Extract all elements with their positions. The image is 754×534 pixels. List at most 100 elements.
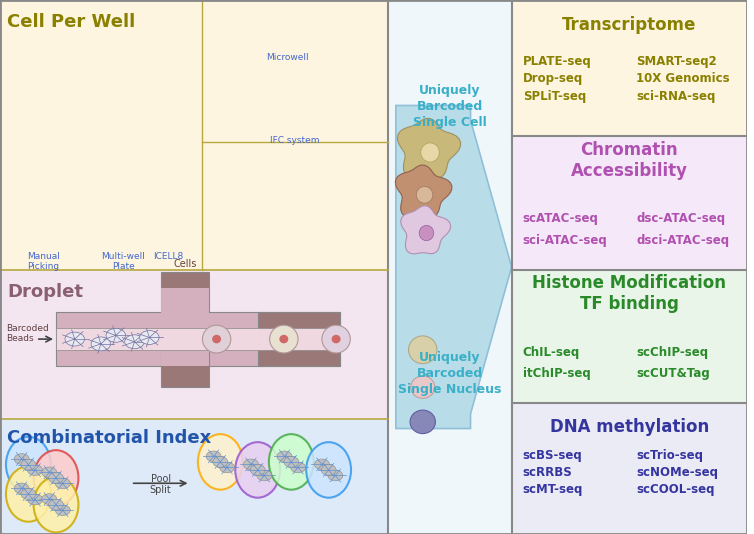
Text: scRRBS: scRRBS xyxy=(523,466,572,479)
Circle shape xyxy=(28,465,42,475)
Circle shape xyxy=(244,459,259,470)
Text: Uniquely
Barcoded
Single Nucleus: Uniquely Barcoded Single Nucleus xyxy=(398,351,501,396)
Bar xyxy=(56,312,340,366)
Bar xyxy=(258,312,340,366)
Text: Droplet: Droplet xyxy=(8,283,84,301)
Circle shape xyxy=(48,473,63,483)
Ellipse shape xyxy=(235,442,280,498)
Circle shape xyxy=(91,337,111,351)
Text: scBS-seq: scBS-seq xyxy=(523,449,583,462)
Bar xyxy=(161,339,209,366)
Text: scNOMe-seq: scNOMe-seq xyxy=(636,466,719,479)
Circle shape xyxy=(139,331,159,344)
Circle shape xyxy=(65,332,84,346)
Circle shape xyxy=(14,454,29,465)
Polygon shape xyxy=(395,165,452,217)
Circle shape xyxy=(28,494,42,505)
Circle shape xyxy=(250,465,265,475)
Circle shape xyxy=(41,494,57,505)
Polygon shape xyxy=(397,119,461,178)
Polygon shape xyxy=(400,206,451,254)
Bar xyxy=(512,0,747,136)
Text: Multi-well
Plate: Multi-well Plate xyxy=(101,252,146,271)
Bar xyxy=(0,419,388,534)
Text: SPLiT-seq: SPLiT-seq xyxy=(523,90,586,103)
Ellipse shape xyxy=(34,477,78,532)
Text: Pool
Split: Pool Split xyxy=(150,474,171,495)
Circle shape xyxy=(206,451,221,462)
Ellipse shape xyxy=(410,410,436,434)
Circle shape xyxy=(55,505,70,515)
Text: Barcoded
Beads: Barcoded Beads xyxy=(6,324,49,343)
Text: Transcriptome: Transcriptome xyxy=(562,15,697,34)
Circle shape xyxy=(41,467,57,478)
Text: scCOOL-seq: scCOOL-seq xyxy=(636,483,715,496)
Circle shape xyxy=(14,483,29,494)
Text: scCUT&Tag: scCUT&Tag xyxy=(636,367,710,380)
Circle shape xyxy=(321,465,336,475)
Ellipse shape xyxy=(212,335,221,343)
Circle shape xyxy=(213,457,228,467)
Text: dsci-ATAC-seq: dsci-ATAC-seq xyxy=(636,234,729,247)
Text: ChIL-seq: ChIL-seq xyxy=(523,346,580,359)
Text: ICELL8: ICELL8 xyxy=(153,252,183,261)
Circle shape xyxy=(290,462,305,473)
Circle shape xyxy=(328,470,343,481)
Ellipse shape xyxy=(409,336,437,364)
Bar xyxy=(512,136,747,270)
Text: DNA methylation: DNA methylation xyxy=(550,418,709,436)
Text: scMT-seq: scMT-seq xyxy=(523,483,583,496)
Text: Chromatin
Accessibility: Chromatin Accessibility xyxy=(571,141,688,179)
Text: itChIP-seq: itChIP-seq xyxy=(523,367,590,380)
Bar xyxy=(0,270,388,419)
Polygon shape xyxy=(396,106,512,428)
Text: Uniquely
Barcoded
Single Cell: Uniquely Barcoded Single Cell xyxy=(412,84,486,129)
Text: dsc-ATAC-seq: dsc-ATAC-seq xyxy=(636,213,725,225)
Ellipse shape xyxy=(6,437,51,492)
Text: SMART-seq2: SMART-seq2 xyxy=(636,55,717,68)
Ellipse shape xyxy=(411,376,435,398)
Text: sci-RNA-seq: sci-RNA-seq xyxy=(636,90,716,103)
Text: sci-ATAC-seq: sci-ATAC-seq xyxy=(523,234,608,247)
Circle shape xyxy=(48,499,63,510)
Text: scATAC-seq: scATAC-seq xyxy=(523,213,599,225)
Bar xyxy=(388,0,512,534)
Text: Combinatorial Index: Combinatorial Index xyxy=(8,429,212,447)
Text: Drop-seq: Drop-seq xyxy=(523,73,583,85)
Ellipse shape xyxy=(306,442,351,498)
Circle shape xyxy=(106,328,125,342)
Circle shape xyxy=(21,459,36,470)
Ellipse shape xyxy=(6,466,51,522)
Text: scTrio-seq: scTrio-seq xyxy=(636,449,703,462)
Circle shape xyxy=(124,335,144,349)
Text: Cells: Cells xyxy=(173,258,197,269)
Bar xyxy=(56,328,340,350)
Circle shape xyxy=(21,489,36,499)
Ellipse shape xyxy=(198,434,243,490)
Bar xyxy=(0,0,388,270)
Text: Cell Per Well: Cell Per Well xyxy=(8,13,136,32)
Bar xyxy=(161,272,209,312)
Circle shape xyxy=(55,478,70,489)
Circle shape xyxy=(284,457,299,467)
Bar xyxy=(512,270,747,403)
Ellipse shape xyxy=(270,325,298,353)
Ellipse shape xyxy=(421,143,440,162)
Bar xyxy=(161,288,209,326)
Ellipse shape xyxy=(416,186,433,203)
Text: Manual
Picking: Manual Picking xyxy=(27,252,60,271)
Ellipse shape xyxy=(34,450,78,506)
Text: Microwell: Microwell xyxy=(266,53,309,62)
Circle shape xyxy=(219,462,234,473)
Circle shape xyxy=(257,470,272,481)
Ellipse shape xyxy=(202,325,231,353)
Ellipse shape xyxy=(269,434,314,490)
Text: Histone Modification
TF binding: Histone Modification TF binding xyxy=(532,274,726,313)
Ellipse shape xyxy=(322,325,351,353)
Bar xyxy=(161,350,209,387)
Ellipse shape xyxy=(279,335,288,343)
Circle shape xyxy=(314,459,329,470)
Circle shape xyxy=(277,451,292,462)
Text: IFC system: IFC system xyxy=(270,136,320,145)
Ellipse shape xyxy=(419,225,434,241)
